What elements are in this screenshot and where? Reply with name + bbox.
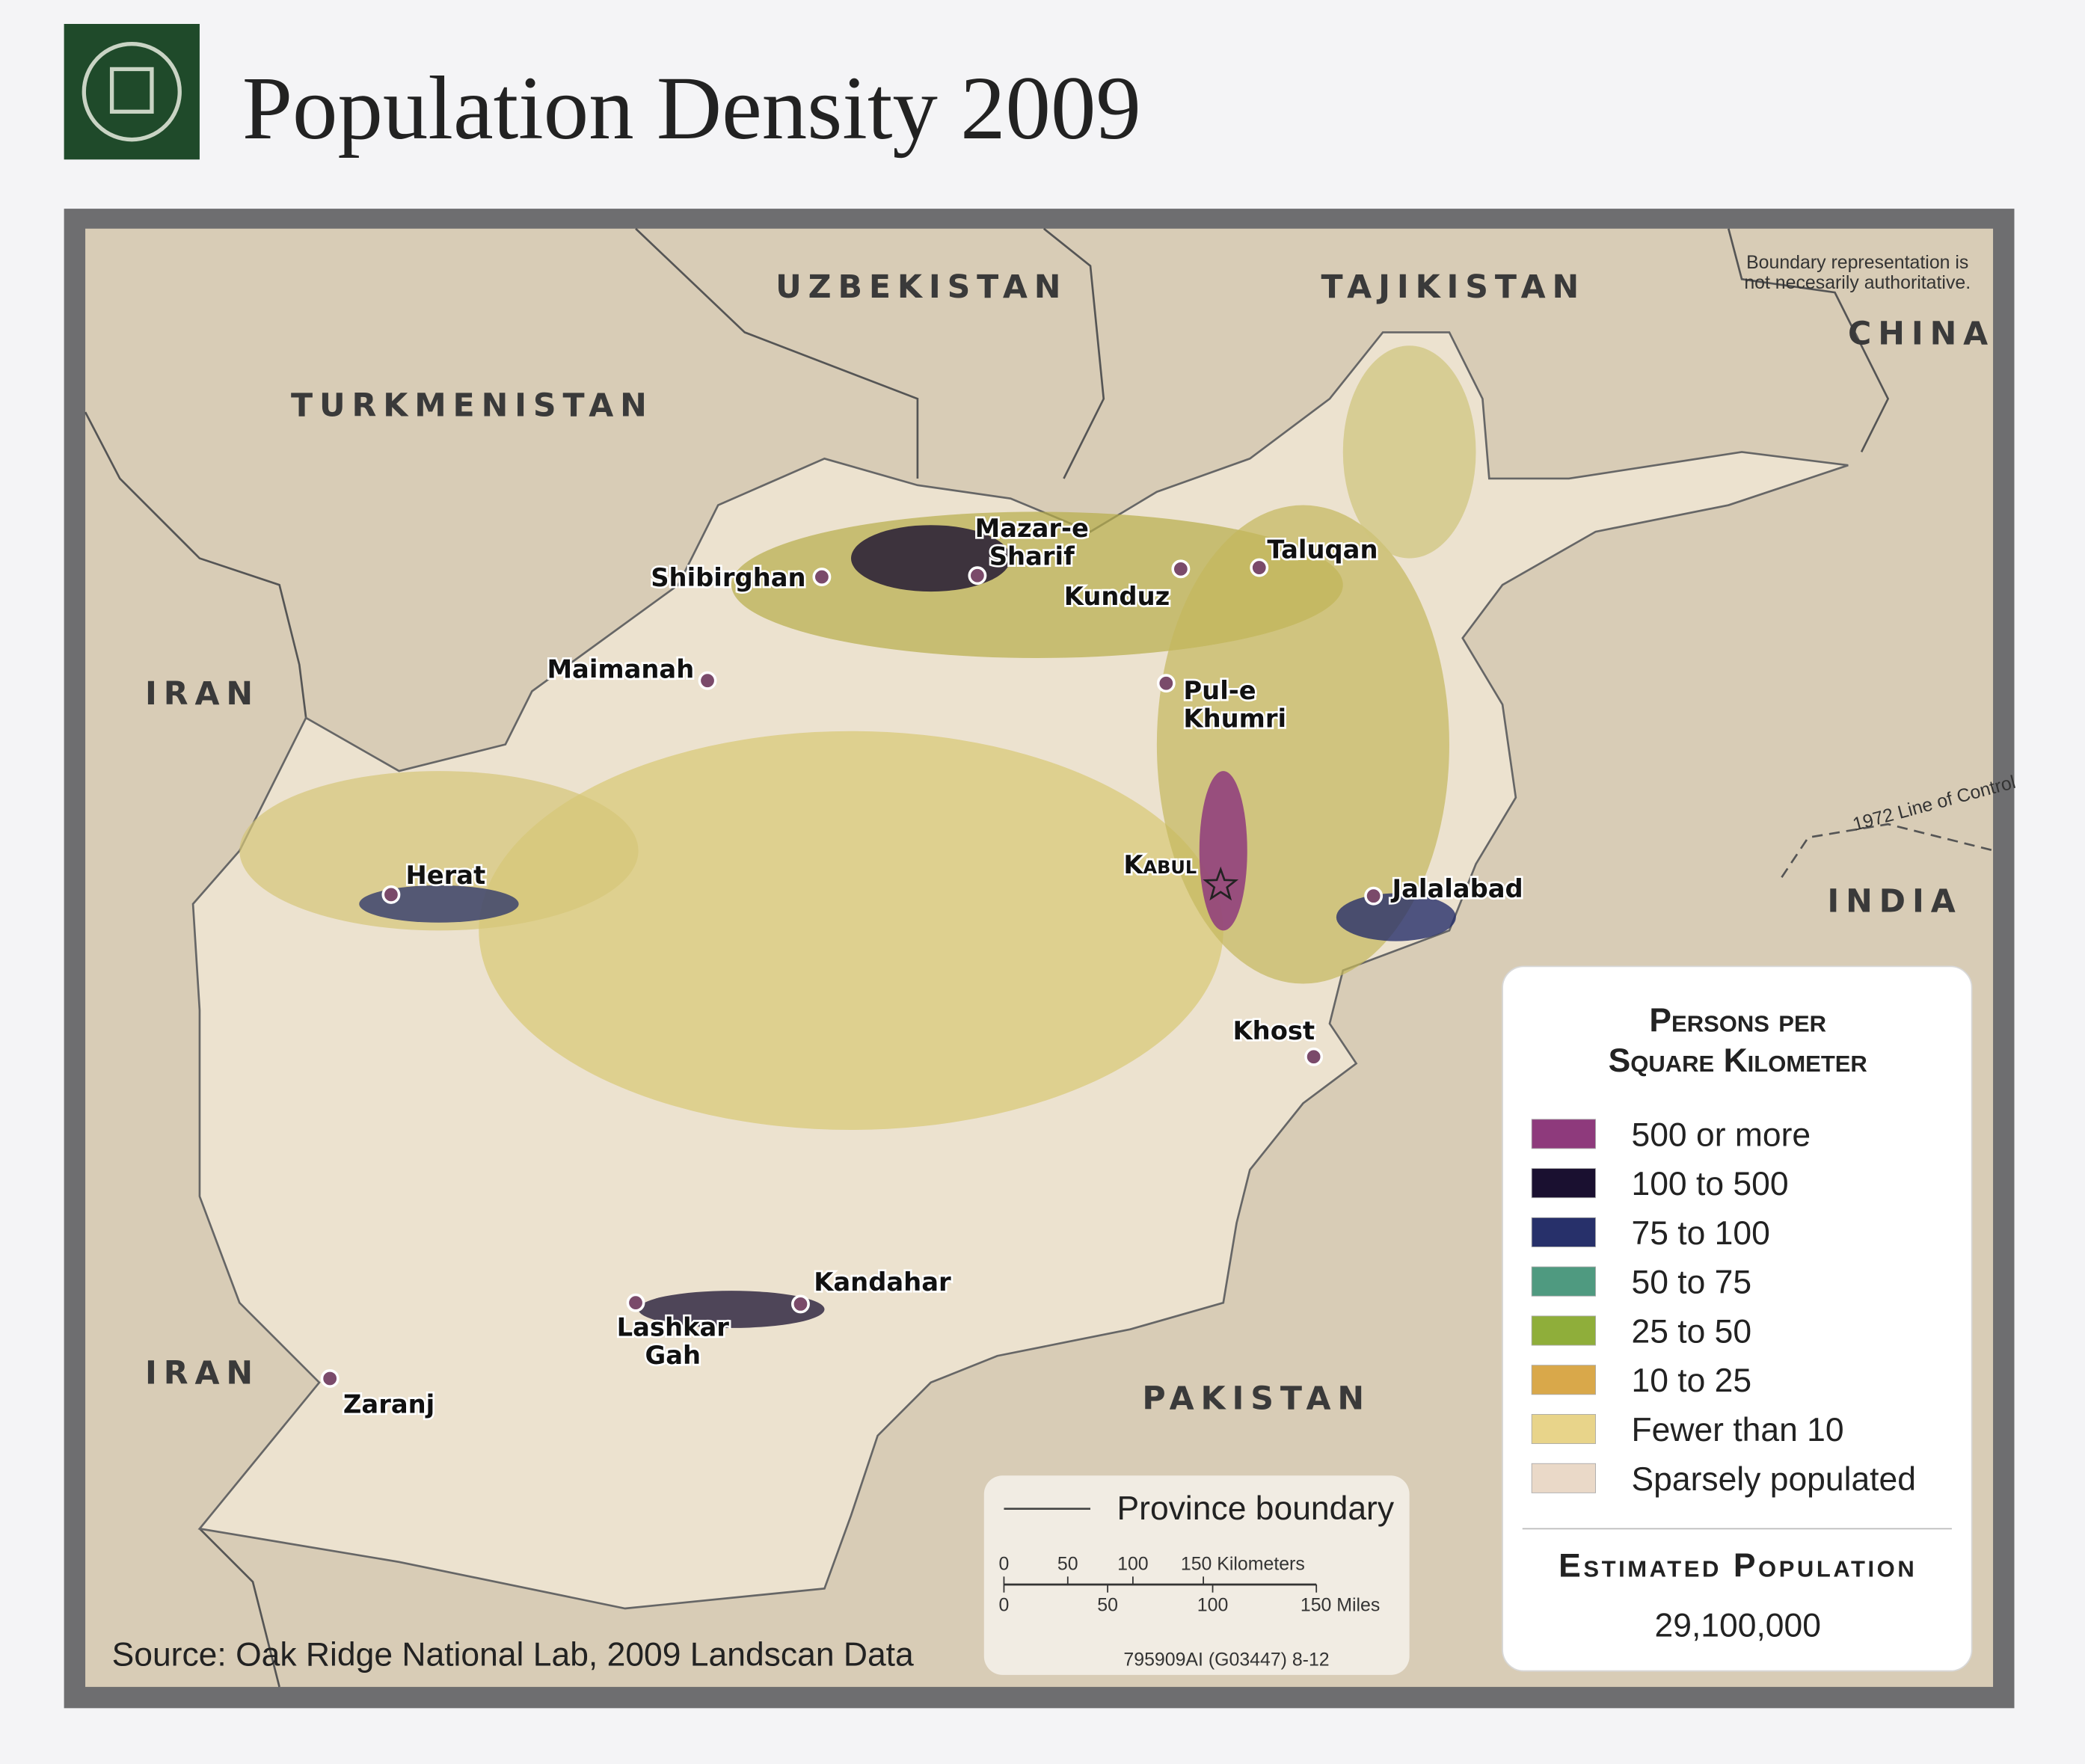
code: 795909AI (G03447) 8-12: [1123, 1649, 1329, 1670]
emblem: [64, 23, 200, 160]
title: Population Density 2009: [242, 58, 1141, 159]
city-dot: [791, 1294, 810, 1314]
legend-label: 75 to 100: [1632, 1215, 1770, 1252]
legend-label: 100 to 500: [1632, 1166, 1789, 1202]
city-label: Mazar-e: [975, 514, 1089, 543]
city-dot: [626, 1293, 645, 1312]
city-dot: [1250, 558, 1269, 577]
city-dot: [698, 671, 717, 690]
city-label: Herat: [405, 861, 485, 890]
country-label: IRAN: [145, 675, 260, 713]
city-label: Shibirghan: [651, 563, 805, 592]
legend-swatch: [1531, 1365, 1596, 1395]
country-label: CHINA: [1848, 315, 1995, 352]
city-dot: [1364, 886, 1384, 906]
note: Boundary representation is: [1746, 252, 1968, 273]
city-label: Kandahar: [814, 1267, 951, 1297]
city-label: Khumri: [1183, 704, 1286, 733]
country-labels: UZBEKISTAN TAJIKISTAN TURKMENISTAN IRAN IRAN…: [145, 268, 1995, 1417]
border: [84, 411, 307, 719]
mile-label: 150 Miles: [1301, 1595, 1380, 1616]
line-of-control: [1781, 823, 1995, 879]
legend-swatch: [1531, 1168, 1596, 1199]
km-label: 150 Kilometers: [1181, 1553, 1305, 1574]
city-dot: [381, 885, 401, 904]
note: not necesarily authoritative.: [1744, 272, 1971, 293]
patch: [479, 731, 1223, 1131]
legend-label: 50 to 75: [1632, 1264, 1752, 1301]
scale-labels: 0 50 100 150 Kilometers 0 50 100 150 Miles: [999, 1553, 1381, 1615]
legend: [1502, 965, 1973, 1672]
legend-label: 500 or more: [1632, 1116, 1811, 1153]
capital-star: [1203, 866, 1239, 901]
city-label: Lashkar: [617, 1313, 730, 1342]
province-boundary-label: Province boundary: [1117, 1490, 1395, 1527]
legend-items: 500 or more 100 to 500 75 to 100 50 to 75 25…: [1531, 1116, 1916, 1498]
legend-label: Fewer than 10: [1632, 1412, 1844, 1448]
borders: [84, 227, 1995, 1688]
border: [198, 1528, 280, 1688]
city-label: Khost: [1232, 1016, 1315, 1045]
legend-title: Square Kilometer: [1609, 1042, 1867, 1079]
scale-box: [983, 1475, 1410, 1675]
city-dot: [320, 1369, 340, 1388]
legend-swatch: [1531, 1119, 1596, 1149]
legend-swatch: [1531, 1315, 1596, 1346]
emblem-ring: [82, 41, 182, 142]
patch: [1336, 893, 1456, 941]
km-label: 100: [1117, 1553, 1149, 1574]
legend-label: Sparsely populated: [1632, 1461, 1916, 1498]
country-label: TURKMENISTAN: [291, 387, 654, 424]
city-dot: [1171, 559, 1191, 579]
legend-swatch: [1531, 1463, 1596, 1493]
city-label: Gah: [645, 1341, 701, 1370]
emblem-mosque: [109, 67, 154, 114]
mile-label: 100: [1197, 1595, 1229, 1616]
km-label: 0: [999, 1553, 1010, 1574]
border: [1042, 227, 1105, 479]
patch: [1199, 771, 1247, 931]
country-label: IRAN: [145, 1355, 260, 1392]
mile-label: 50: [1097, 1595, 1118, 1616]
country-label: UZBEKISTAN: [776, 268, 1067, 306]
city-label: Pul-e: [1183, 676, 1256, 705]
legend-swatch: [1531, 1266, 1596, 1297]
country-label: TAJIKISTAN: [1321, 268, 1586, 306]
city-label: Kunduz: [1064, 582, 1170, 611]
patch: [239, 771, 639, 931]
city-dot: [1156, 674, 1176, 693]
border: [1728, 228, 1890, 453]
population-heading: Estimated Population: [1559, 1547, 1917, 1584]
patch: [1342, 345, 1476, 559]
legend-label: 25 to 50: [1632, 1313, 1752, 1350]
border: [635, 227, 919, 479]
city-label: Sharif: [989, 542, 1075, 571]
legend-swatch: [1531, 1414, 1596, 1445]
city-dot: [1304, 1047, 1324, 1066]
city-dot: [968, 566, 987, 586]
population-value: 29,100,000: [1655, 1607, 1821, 1644]
city-label: Maimanah: [547, 655, 694, 684]
city-dot: [812, 568, 832, 586]
city-label: Kabul: [1123, 850, 1197, 879]
legend-swatch: [1531, 1217, 1596, 1247]
country-label: INDIA: [1827, 882, 1962, 920]
country-label: PAKISTAN: [1142, 1380, 1371, 1417]
city-label: Zaranj: [343, 1390, 434, 1419]
source: Source: Oak Ridge National Lab, 2009 Lan…: [112, 1636, 914, 1673]
patch: [638, 1291, 825, 1328]
legend-label: 10 to 25: [1632, 1362, 1752, 1399]
legend-title: Persons per: [1649, 1002, 1826, 1039]
city-label: Jalalabad: [1391, 874, 1523, 903]
density-patches: [239, 345, 1476, 1328]
mile-label: 0: [999, 1595, 1010, 1616]
city-label: Taluqan: [1267, 535, 1378, 565]
km-label: 50: [1057, 1553, 1078, 1574]
